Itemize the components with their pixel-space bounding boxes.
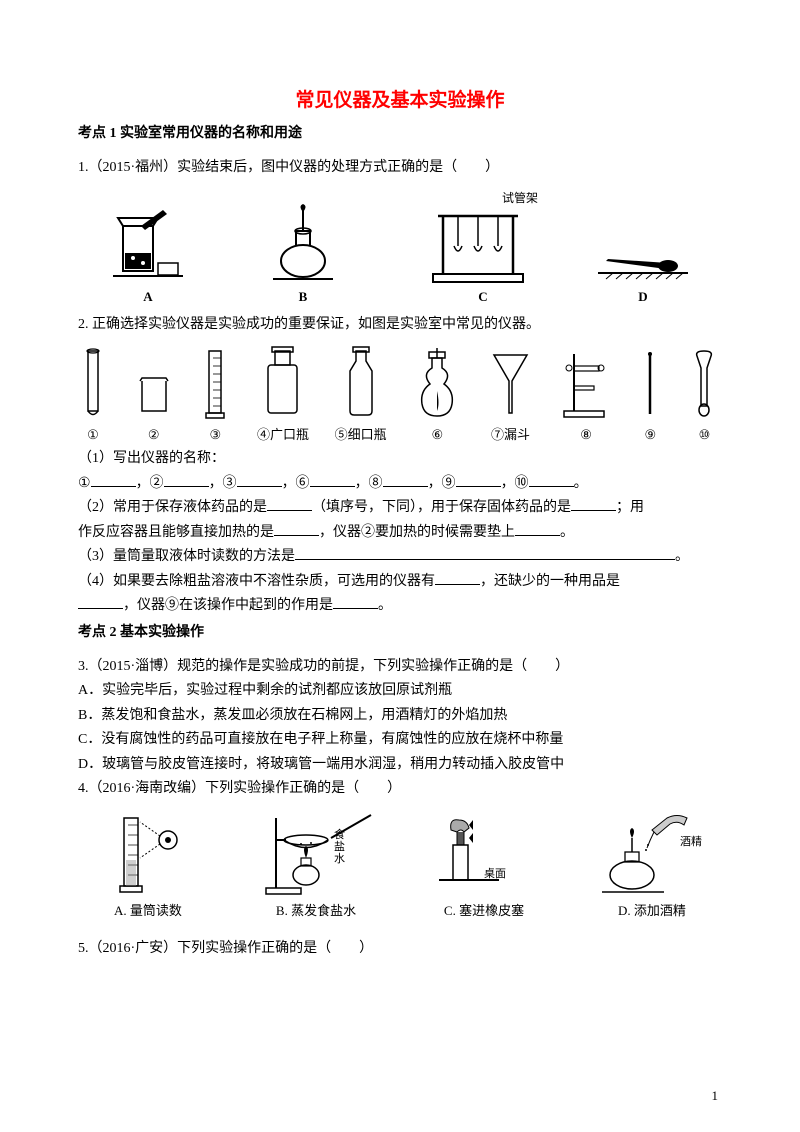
q4-text: 4.（2016·海南改编）下列实验操作正确的是（ ） bbox=[78, 777, 722, 802]
q5-text: 5.（2016·广安）下列实验操作正确的是（ ） bbox=[78, 937, 722, 962]
q1-label-a: A bbox=[78, 289, 218, 305]
q3-a: A．实验完毕后，实验过程中剩余的试剂都应该放回原试剂瓶 bbox=[78, 679, 722, 704]
q2-text: 2. 正确选择实验仪器是实验成功的重要保证，如图是实验室中常见的仪器。 bbox=[78, 313, 722, 338]
rack-label: 试管架 bbox=[388, 189, 578, 206]
app-3: ③ bbox=[199, 427, 231, 443]
q2-2a: （2）常用于保存液体药品的是（填序号，下同），用于保存固体药品的是；用 bbox=[78, 496, 722, 521]
q4-fig-a bbox=[98, 810, 198, 900]
q3-b: B．蒸发饱和食盐水，蒸发皿必须放在石棉网上，用酒精灯的外焰加热 bbox=[78, 704, 722, 729]
svg-text:盐: 盐 bbox=[334, 840, 345, 853]
q3-c: C．没有腐蚀性的药品可直接放在电子秤上称量，有腐蚀性的应放在烧杯中称量 bbox=[78, 728, 722, 753]
q2-1: （1）写出仪器的名称： bbox=[78, 447, 722, 472]
q3-text: 3.（2015·淄博）规范的操作是实验成功的前提，下列实验操作正确的是（ ） bbox=[78, 655, 722, 680]
section-1-head: 考点 1 实验室常用仪器的名称和用途 bbox=[78, 122, 722, 142]
q4-figures: A. 量筒读数 食盐水 B. 蒸发食盐水 桌面 C. 塞进橡皮塞 酒精 D. 添… bbox=[78, 810, 722, 919]
q2-3: （3）量筒量取液体时读数的方法是。 bbox=[78, 545, 722, 570]
app-6: ⑥ bbox=[412, 427, 462, 443]
page-title: 常见仪器及基本实验操作 bbox=[78, 85, 722, 112]
q1-label-c: C bbox=[388, 289, 578, 305]
q4-label-b: B. 蒸发食盐水 bbox=[246, 900, 386, 919]
svg-text:水: 水 bbox=[334, 852, 345, 865]
q3-d: D．玻璃管与胶皮管连接时，将玻璃管一端用水润湿，稍用力转动插入胶皮管中 bbox=[78, 753, 722, 778]
q2-4a: （4）如果要去除粗盐溶液中不溶性杂质，可选用的仪器有，还缺少的一种用品是 bbox=[78, 570, 722, 595]
q1-fig-a bbox=[103, 208, 193, 286]
q1-figures: A B 试管架 C D bbox=[78, 189, 722, 305]
app-1: ① bbox=[78, 427, 108, 443]
svg-text:桌面: 桌面 bbox=[484, 867, 506, 880]
svg-text:酒精: 酒精 bbox=[680, 835, 702, 848]
q2-2b: 作反应容器且能够直接加热的是，仪器②要加热的时候需要垫上。 bbox=[78, 521, 722, 546]
q2-4b: ，仪器⑨在该操作中起到的作用是。 bbox=[78, 594, 722, 619]
q1-fig-b bbox=[263, 201, 343, 286]
q2-1-blanks: ①，②，③，⑥，⑧，⑨，⑩。 bbox=[78, 472, 722, 497]
page-number: 1 bbox=[712, 1088, 719, 1104]
apparatus-row: ① ② ③ ④广口瓶 ⑤细口瓶 ⑥ ⑦漏斗 ⑧ ⑨ ⑩ bbox=[78, 343, 722, 443]
q4-label-a: A. 量筒读数 bbox=[78, 900, 218, 919]
q4-fig-d: 酒精 bbox=[592, 810, 712, 900]
app-4: ④广口瓶 bbox=[257, 424, 309, 443]
app-7: ⑦漏斗 bbox=[488, 424, 533, 443]
q1-fig-c bbox=[418, 206, 548, 286]
q1-text: 1.（2015·福州）实验结束后，图中仪器的处理方式正确的是（ ） bbox=[78, 156, 722, 181]
q4-label-c: C. 塞进橡皮塞 bbox=[414, 900, 554, 919]
app-10: ⑩ bbox=[687, 427, 722, 443]
q4-label-d: D. 添加酒精 bbox=[582, 900, 722, 919]
q1-label-b: B bbox=[218, 289, 388, 305]
q4-fig-c: 桌面 bbox=[429, 810, 539, 900]
section-2-head: 考点 2 基本实验操作 bbox=[78, 621, 722, 641]
app-9: ⑨ bbox=[639, 427, 661, 443]
svg-text:食: 食 bbox=[334, 827, 345, 841]
app-5: ⑤细口瓶 bbox=[335, 424, 387, 443]
q4-fig-b: 食盐水 bbox=[256, 810, 376, 900]
app-2: ② bbox=[134, 427, 174, 443]
q1-fig-d bbox=[588, 231, 698, 286]
q1-label-d: D bbox=[578, 289, 708, 305]
app-8: ⑧ bbox=[559, 427, 614, 443]
